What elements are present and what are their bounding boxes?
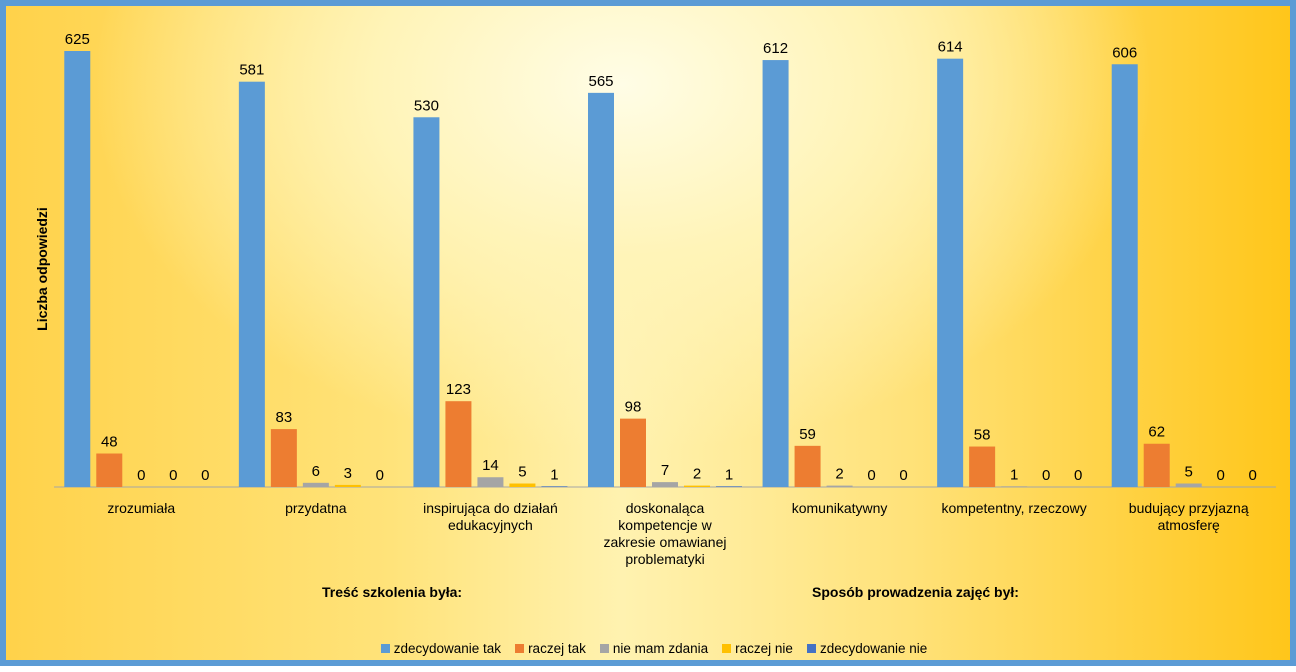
category-label: doskonaląca <box>626 500 705 516</box>
legend-swatch <box>806 644 816 653</box>
legend-item: raczej nie <box>722 641 793 656</box>
data-label: 6 <box>312 463 320 480</box>
category-label: edukacyjnych <box>448 517 533 533</box>
bar-2-cat-5 <box>794 445 821 487</box>
data-label: 0 <box>1217 467 1225 484</box>
bar-4-cat-4 <box>684 485 710 487</box>
legend-swatch <box>722 644 732 653</box>
legend-label: raczej nie <box>735 641 793 656</box>
data-label: 5 <box>518 464 526 481</box>
data-label: 1 <box>1010 466 1018 483</box>
legend-swatch <box>599 644 609 653</box>
bar-3-cat-6 <box>1001 486 1028 487</box>
category-label: inspirująca do działań <box>423 500 558 516</box>
category-label: komunikatywny <box>792 500 888 516</box>
data-label: 0 <box>1042 467 1050 484</box>
bar-2-cat-4 <box>620 418 646 487</box>
bar-1-cat-6 <box>937 58 964 488</box>
legend: zdecydowanie tak raczej tak nie mam zdania… <box>6 641 1296 656</box>
data-label: 1 <box>550 466 558 483</box>
data-label: 581 <box>239 62 264 79</box>
legend-item: zdecydowanie nie <box>806 641 928 656</box>
legend-label: nie mam zdania <box>612 641 709 656</box>
legend-item: raczej tak <box>515 641 586 656</box>
bar-4-cat-2 <box>334 484 361 487</box>
bar-2-cat-3 <box>445 401 472 487</box>
data-label: 0 <box>867 467 875 484</box>
data-label: 3 <box>344 465 352 482</box>
group-label-delivery: Sposób prowadzenia zajęć był: <box>812 584 1019 600</box>
bar-2-cat-7 <box>1143 443 1170 487</box>
data-label: 0 <box>201 467 209 484</box>
bar-2-cat-1 <box>96 453 123 487</box>
category-label: zrozumiała <box>107 500 175 516</box>
legend-label: raczej tak <box>528 641 586 656</box>
legend-label: zdecydowanie nie <box>819 641 928 656</box>
data-label: 0 <box>1074 467 1082 484</box>
category-label: atmosferę <box>1158 517 1220 533</box>
data-label: 565 <box>588 73 613 90</box>
legend-swatch <box>380 644 390 653</box>
bar-1-cat-2 <box>238 81 265 487</box>
category-label: budujący przyjazną <box>1129 500 1249 516</box>
bar-3-cat-7 <box>1175 483 1202 487</box>
data-label: 58 <box>974 427 991 444</box>
data-label: 14 <box>482 457 499 474</box>
bar-3-cat-3 <box>477 477 504 487</box>
data-label: 5 <box>1185 464 1193 481</box>
legend-item: nie mam zdania <box>599 641 709 656</box>
data-label: 0 <box>376 467 384 484</box>
bar-5-cat-4 <box>716 486 742 487</box>
bar-3-cat-4 <box>652 482 678 487</box>
data-label: 625 <box>65 31 90 48</box>
data-label: 0 <box>1249 467 1257 484</box>
category-label: kompetentny, rzeczowy <box>942 500 1087 516</box>
bar-1-cat-7 <box>1111 64 1138 487</box>
legend-swatch <box>515 644 525 653</box>
bar-1-cat-5 <box>762 60 789 488</box>
legend-label: zdecydowanie tak <box>393 641 502 656</box>
legend-item: zdecydowanie tak <box>380 641 502 656</box>
data-label: 7 <box>661 462 669 479</box>
data-label: 1 <box>725 466 733 483</box>
data-label: 2 <box>835 466 843 483</box>
data-label: 614 <box>938 39 963 56</box>
data-label: 48 <box>101 434 118 451</box>
category-label: zakresie omawianej <box>604 534 727 550</box>
bar-5-cat-3 <box>541 486 568 487</box>
bar-1-cat-4 <box>588 92 614 487</box>
category-label: przydatna <box>285 500 347 516</box>
group-label-content: Treść szkolenia była: <box>322 584 463 600</box>
bar-4-cat-3 <box>509 483 536 487</box>
y-axis-label: Liczba odpowiedzi <box>34 207 50 331</box>
data-label: 98 <box>625 399 642 416</box>
data-label: 83 <box>276 409 293 426</box>
bar-2-cat-2 <box>270 429 297 487</box>
data-label: 123 <box>446 381 471 398</box>
category-label: kompetencje w <box>618 517 712 533</box>
bar-3-cat-2 <box>302 482 329 487</box>
category-label: problematyki <box>625 551 704 567</box>
data-label: 0 <box>169 467 177 484</box>
bar-1-cat-1 <box>64 51 91 487</box>
bar-1-cat-3 <box>413 117 440 487</box>
data-label: 2 <box>693 466 701 483</box>
bar-2-cat-6 <box>969 446 996 487</box>
data-label: 62 <box>1148 424 1165 441</box>
data-label: 612 <box>763 40 788 57</box>
data-label: 606 <box>1112 44 1137 61</box>
bar-3-cat-5 <box>826 485 853 487</box>
data-label: 0 <box>899 467 907 484</box>
data-label: 59 <box>799 426 816 443</box>
data-label: 530 <box>414 97 439 114</box>
data-label: 0 <box>137 467 145 484</box>
